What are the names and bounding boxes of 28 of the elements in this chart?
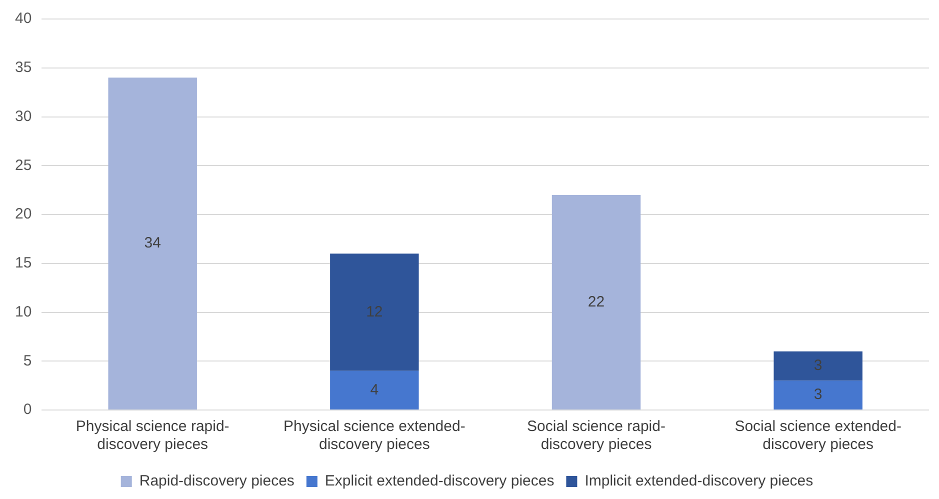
x-tick-label: Physical science rapid-discovery pieces — [76, 418, 230, 454]
y-tick-label: 0 — [23, 401, 32, 418]
x-tick-label: Physical science extended-discovery pieces — [284, 418, 466, 454]
legend-label: Explicit extended-discovery pieces — [324, 472, 554, 490]
y-tick-label: 20 — [14, 206, 32, 223]
data-label: 4 — [370, 381, 379, 398]
bar — [774, 351, 862, 381]
y-tick-label: 25 — [14, 156, 32, 174]
x-tick-label: Social science extended-discovery pieces — [734, 418, 902, 454]
data-label: 3 — [814, 357, 822, 374]
y-tick-label: 15 — [14, 254, 32, 272]
bar — [774, 380, 862, 410]
y-tick-label: 35 — [14, 59, 32, 76]
x-tick-label: Social science rapid-discovery pieces — [527, 418, 666, 454]
data-label: 34 — [144, 234, 161, 252]
bar — [108, 78, 197, 410]
data-label: 22 — [588, 293, 605, 310]
y-tick-label: 5 — [23, 352, 32, 370]
y-tick-label: 40 — [14, 10, 32, 28]
bar — [330, 370, 419, 410]
data-label: 3 — [814, 386, 822, 404]
legend-label: Rapid-discovery pieces — [139, 472, 294, 490]
y-tick-label: 30 — [14, 108, 32, 125]
y-tick-label: 10 — [14, 303, 32, 320]
bar — [552, 194, 641, 410]
legend-label: Implicit extended-discovery pieces — [584, 472, 814, 490]
data-label: 12 — [366, 303, 383, 320]
bar — [330, 254, 419, 371]
